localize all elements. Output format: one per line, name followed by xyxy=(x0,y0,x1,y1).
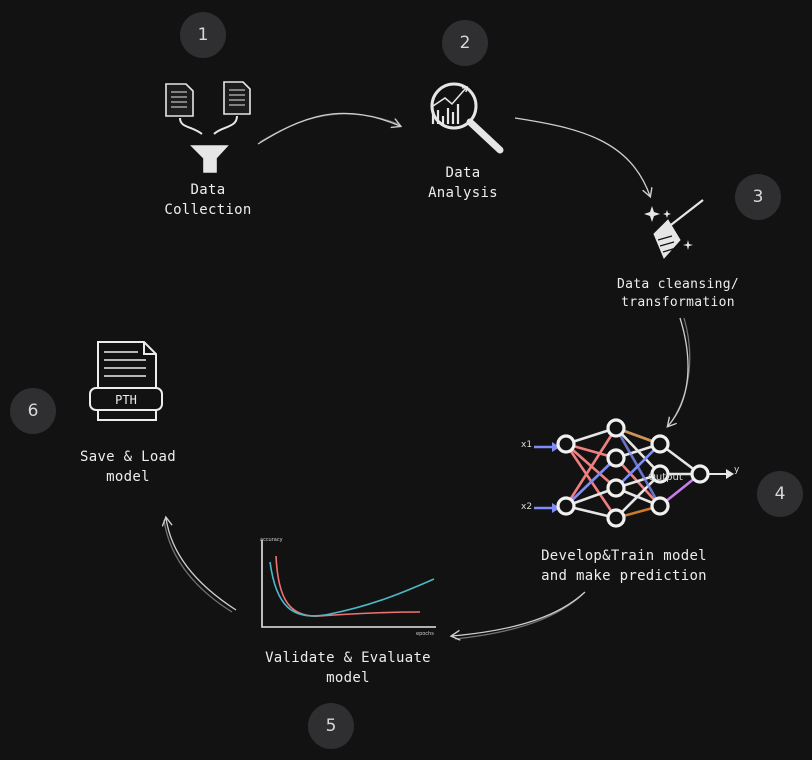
step-label-6: Save & Load model xyxy=(68,447,188,487)
step-label-line: Save & Load xyxy=(79,449,177,465)
document-icon xyxy=(223,81,251,115)
loss-curve-icon: accuracy epochs xyxy=(260,537,436,637)
step-label-line: Develop&Train model xyxy=(541,548,707,564)
funnel-icon xyxy=(190,145,229,173)
step-number: 5 xyxy=(325,716,337,736)
input-x2-label: x2 xyxy=(521,502,532,512)
sparkle-icon xyxy=(644,206,660,222)
step-badge-4: 4 xyxy=(757,471,803,517)
step-label-line: transformation xyxy=(621,295,735,310)
step-badge-3: 3 xyxy=(735,174,781,220)
step-number: 2 xyxy=(459,33,471,53)
hidden-node xyxy=(606,448,626,468)
step-badge-5: 5 xyxy=(308,703,354,749)
output-node xyxy=(690,464,710,484)
step-label-line: and make prediction xyxy=(541,568,707,584)
step-label-2: Data Analysis xyxy=(413,163,513,203)
step-label-3: Data cleansing/ transformation xyxy=(598,276,758,312)
step-label-line: Data xyxy=(445,165,481,181)
step-number: 6 xyxy=(27,401,39,421)
hidden-node xyxy=(606,418,626,438)
step-badge-2: 2 xyxy=(442,20,488,66)
document-icon xyxy=(165,83,194,117)
step-label-4: Develop&Train model and make prediction xyxy=(532,546,716,586)
hidden-node xyxy=(650,434,670,454)
step-label-1: Data Collection xyxy=(158,180,258,220)
magnifier-chart-icon xyxy=(430,82,504,154)
broom-icon xyxy=(644,199,704,259)
neural-network-icon: x1 x2 Output y xyxy=(521,418,740,528)
step-badge-1: 1 xyxy=(180,12,226,58)
flow-arrows xyxy=(164,112,691,639)
step-label-5: Validate & Evaluate model xyxy=(258,648,438,688)
arrow-2-to-3 xyxy=(514,117,650,196)
step-label-line: model xyxy=(326,670,370,686)
step-badge-6: 6 xyxy=(10,388,56,434)
arrow-5-to-6 xyxy=(166,518,237,611)
step-number: 4 xyxy=(774,484,786,504)
step-label-line: Collection xyxy=(164,202,252,218)
hidden-node xyxy=(606,508,626,528)
step-label-line: Analysis xyxy=(428,185,498,201)
input-node xyxy=(556,496,576,516)
step-label-line: Data cleansing/ xyxy=(617,277,739,292)
output-y-label: y xyxy=(734,465,740,475)
hidden-node xyxy=(650,464,670,484)
curve-xlabel: epochs xyxy=(416,631,434,637)
pth-file-icon: PTH xyxy=(89,341,163,421)
pth-text: PTH xyxy=(115,393,137,407)
hidden-node xyxy=(606,478,626,498)
step-label-line: Data xyxy=(190,182,226,198)
hidden-node xyxy=(650,496,670,516)
input-node xyxy=(556,434,576,454)
step-number: 3 xyxy=(752,187,764,207)
data-collection-icon xyxy=(165,81,251,173)
step-label-line: model xyxy=(106,469,150,485)
arrow-4-to-5 xyxy=(452,591,586,636)
input-x1-label: x1 xyxy=(521,440,532,450)
output-label: Output xyxy=(648,472,683,483)
curve-ylabel: accuracy xyxy=(260,537,283,543)
step-number: 1 xyxy=(197,25,209,45)
step-label-line: Validate & Evaluate xyxy=(265,650,431,666)
